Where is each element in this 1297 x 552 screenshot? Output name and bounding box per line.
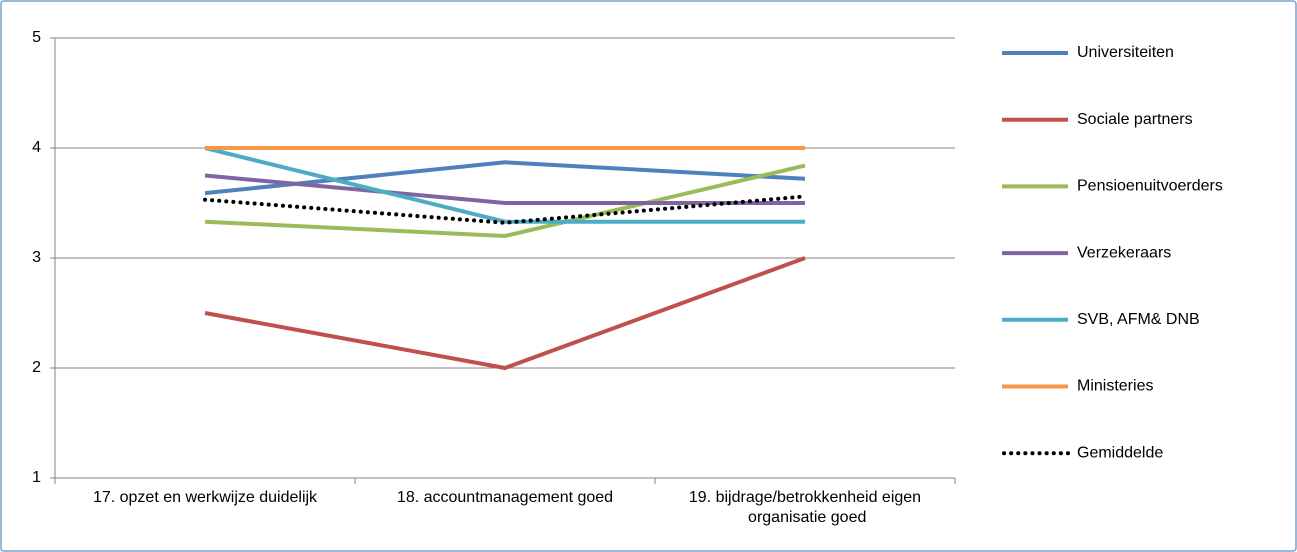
- x-tick-label: 19. bijdrage/betrokkenheid eigen organis…: [689, 489, 921, 526]
- legend-label: SVB, AFM& DNB: [1077, 311, 1200, 328]
- series-line: [204, 146, 805, 224]
- legend-label: Verzekeraars: [1077, 244, 1171, 261]
- y-tick-label: 3: [32, 249, 41, 266]
- legend-label: Ministeries: [1077, 378, 1153, 395]
- x-tick-label: 17. opzet en werkwijze duidelijk: [93, 489, 318, 506]
- y-tick-label: 4: [32, 139, 41, 156]
- legend-label: Sociale partners: [1077, 111, 1193, 128]
- series-line: [204, 256, 806, 370]
- x-tick-label: 18. accountmanagement goed: [397, 489, 613, 506]
- y-tick-label: 1: [32, 469, 41, 486]
- legend-label: Universiteiten: [1077, 44, 1174, 61]
- series-line: [204, 163, 806, 238]
- legend-label: Gemiddelde: [1077, 444, 1163, 461]
- series-line: [204, 173, 805, 205]
- series-line: [203, 194, 807, 225]
- legend-label: Pensioenuitvoerders: [1077, 178, 1223, 195]
- y-tick-label: 5: [32, 29, 41, 46]
- y-tick-label: 2: [32, 359, 41, 376]
